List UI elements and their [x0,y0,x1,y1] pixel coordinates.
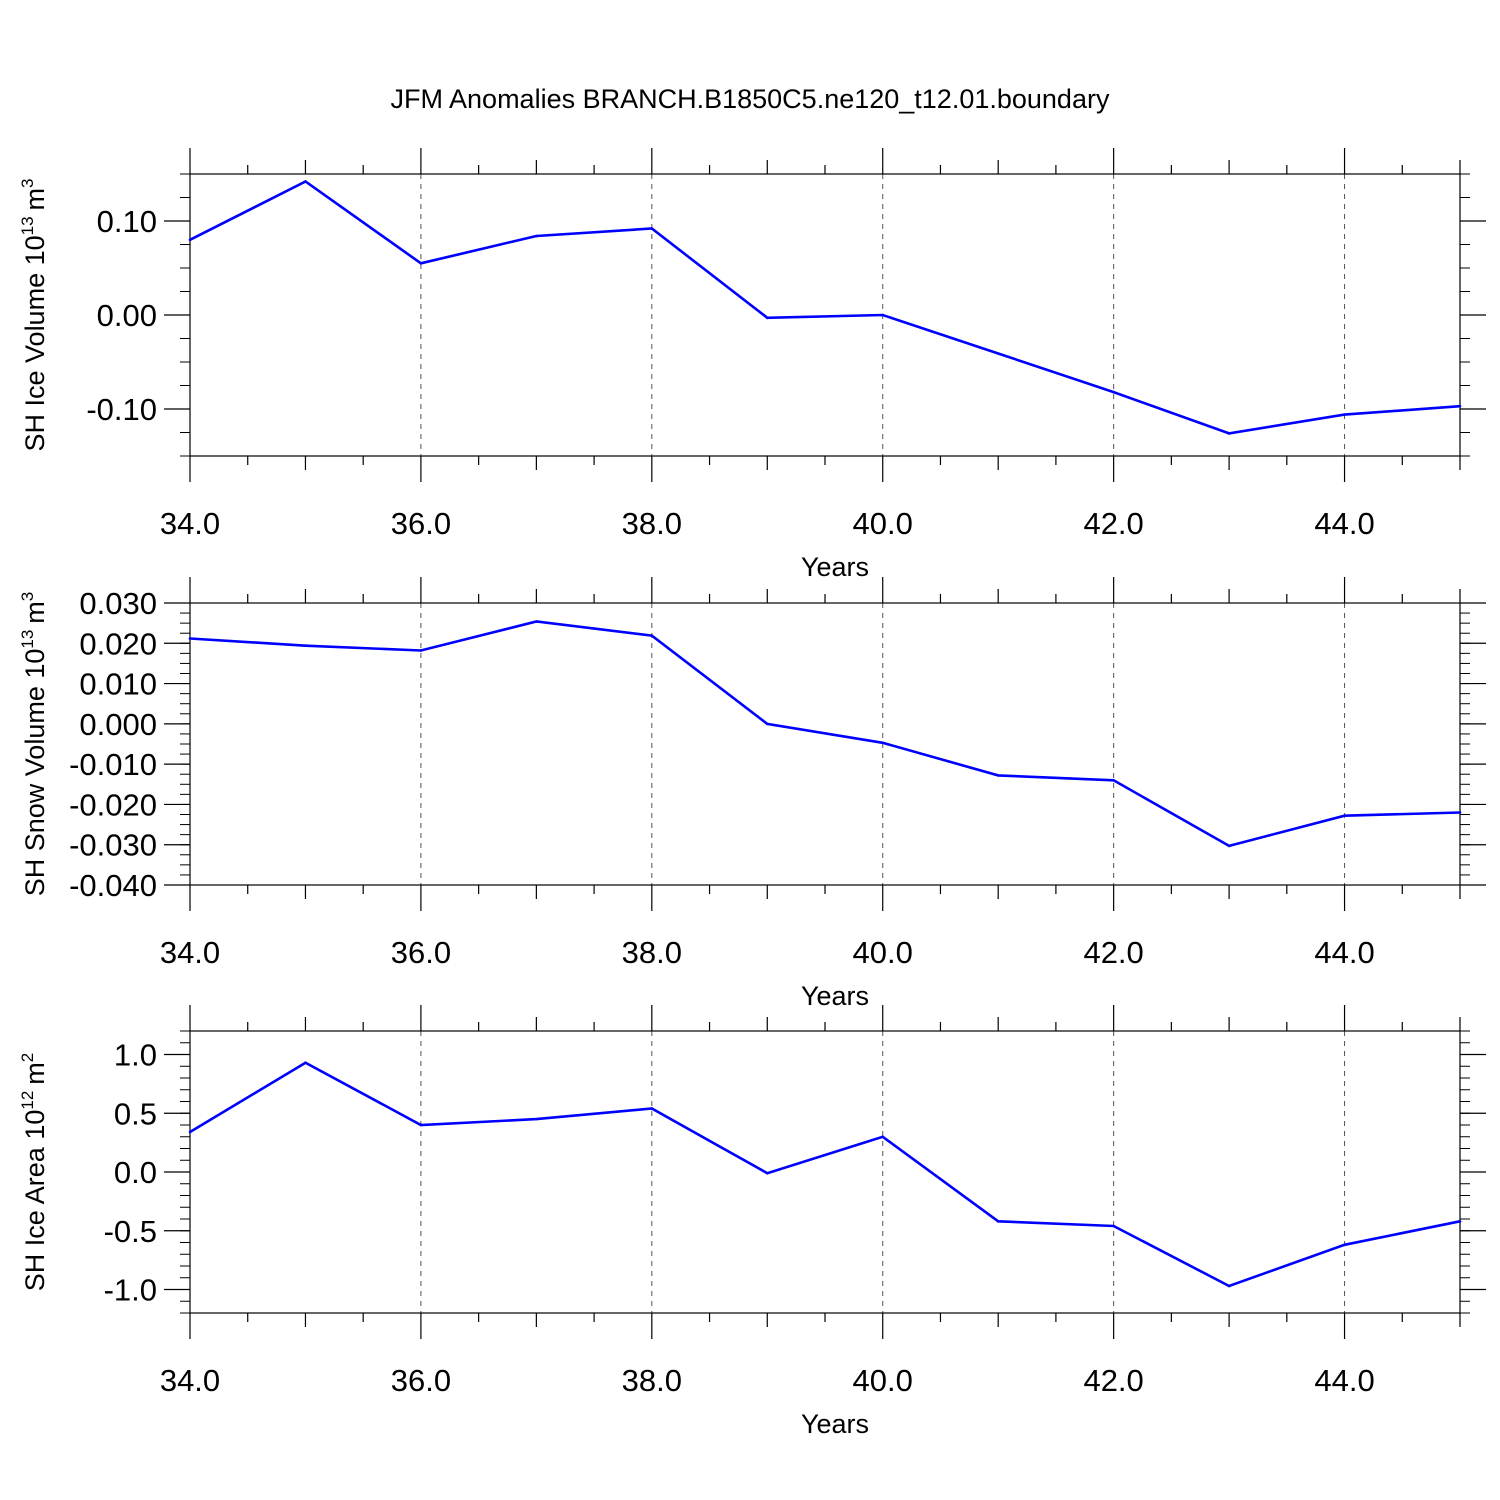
y-tick-label: 0.0 [114,1155,157,1190]
data-point [765,316,769,320]
data-point [304,180,307,183]
data-point [188,238,192,242]
y-axis-title: SH Snow Volume 1013 m3 [18,592,50,897]
x-tick-label: 42.0 [1083,935,1143,970]
data-point [881,741,885,745]
data-point [650,227,654,230]
data-point [1458,811,1462,814]
data-point [1227,432,1231,435]
data-point [419,262,423,265]
y-tick-label: 0.00 [97,298,157,333]
y-tick-label: -0.030 [69,828,157,863]
y-axis-title-exponent: 13 [18,630,37,649]
plot-frame [189,602,1461,886]
data-point [881,1135,885,1139]
y-tick-label: 1.0 [114,1038,157,1073]
x-axis-title: Years [801,552,869,582]
x-tick-label: 38.0 [622,935,682,970]
y-axis-title-text: SH Snow Volume 10 [20,649,50,897]
x-tick-label: 44.0 [1314,935,1374,970]
y-tick-label: -0.10 [86,392,157,427]
y-tick-label: 0.010 [79,667,157,702]
data-point [1458,404,1462,408]
y-tick-label: 0.030 [79,586,157,621]
data-point [765,722,769,726]
x-axis-title: Years [801,1409,869,1439]
data-point [765,1171,769,1175]
x-tick-label: 34.0 [160,935,220,970]
data-point [1343,814,1346,818]
y-tick-label: 0.5 [114,1096,157,1131]
x-tick-label: 42.0 [1083,506,1143,541]
y-tick-label: -0.5 [104,1214,157,1249]
y-axis-title-exponent: 13 [18,216,37,235]
y-axis-title-text: SH Ice Area 10 [20,1110,50,1292]
data-point [650,1107,654,1110]
x-tick-label: 40.0 [853,506,913,541]
page-title: JFM Anomalies BRANCH.B1850C5.ne120_t12.0… [390,84,1110,114]
y-tick-label: -0.010 [69,747,157,782]
series-line-1 [189,1061,1461,1288]
x-tick-label: 44.0 [1314,1363,1374,1398]
x-tick-label: 38.0 [622,506,682,541]
data-point [996,1220,1000,1223]
data-point [1112,778,1115,782]
x-tick-label: 36.0 [391,1363,451,1398]
series-line-1 [189,620,1461,848]
data-point [188,637,192,640]
data-point [881,313,885,317]
y-tick-label: 0.10 [97,204,157,239]
y-axis-title-unit-exponent: 3 [18,178,37,187]
x-tick-label: 36.0 [391,506,451,541]
x-tick-label: 40.0 [853,935,913,970]
data-point [650,634,654,637]
y-tick-label: 0.020 [79,626,157,661]
data-point [996,774,1000,777]
data-point [996,352,1000,355]
data-point [419,1123,423,1127]
y-axis-title: SH Ice Area 1012 m2 [18,1053,50,1292]
x-tick-label: 34.0 [160,1363,220,1398]
y-axis-title-exponent: 12 [18,1091,37,1110]
y-axis-title-unit: m [20,1062,50,1085]
data-point [535,1117,538,1121]
chart-panel-2: -0.040 -0.030 -0.020 -0.010 0.000 0.010 0.020 0… [18,577,1486,1011]
data-point [1112,390,1115,394]
y-tick-label: -0.040 [69,868,157,903]
y-axis-title-unit: m [20,601,50,624]
x-axis-title: Years [801,981,869,1011]
plot-frame [189,173,1461,457]
data-point [419,649,423,652]
data-point [1227,844,1231,848]
data-point [535,620,538,623]
data-point [1343,413,1346,416]
data-point [1458,1220,1462,1223]
x-tick-label: 44.0 [1314,506,1374,541]
y-tick-label: -0.020 [69,787,157,822]
data-point [1227,1284,1231,1288]
data-point [1112,1224,1115,1228]
y-axis-title-unit-exponent: 2 [18,1053,37,1062]
data-point [188,1130,192,1134]
data-point [304,644,307,648]
y-axis-title-unit-exponent: 3 [18,592,37,601]
series-line-1 [189,179,1461,435]
y-axis-title: SH Ice Volume 1013 m3 [18,178,50,451]
chart-panel-3: -1.0 -0.5 0.0 0.5 1.0 34.0 36.0 38.0 40.0 42.0 44.… [18,1005,1486,1439]
y-axis-title-text: SH Ice Volume 10 [20,235,50,451]
x-tick-label: 40.0 [853,1363,913,1398]
x-tick-label: 36.0 [391,935,451,970]
y-tick-label: 0.000 [79,707,157,742]
chart-panel-1: -0.10 0.00 0.10 34.0 36.0 38.0 40.0 42.0 44.0 Yea… [18,148,1486,582]
data-point [535,234,538,238]
y-tick-label: -1.0 [104,1273,157,1308]
data-point [1343,1243,1346,1247]
data-point [304,1061,307,1065]
x-tick-label: 34.0 [160,506,220,541]
x-tick-label: 38.0 [622,1363,682,1398]
y-axis-title-unit: m [20,188,50,211]
x-tick-label: 42.0 [1083,1363,1143,1398]
